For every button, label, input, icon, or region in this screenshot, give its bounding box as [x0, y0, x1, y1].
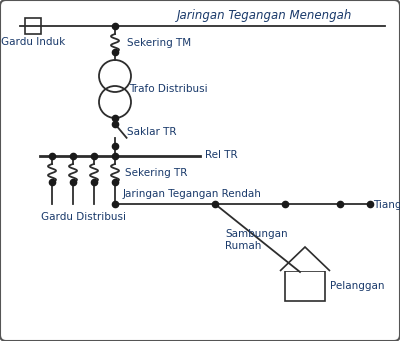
Bar — [25, 18, 41, 34]
Bar — [285, 271, 325, 301]
Text: Sambungan
Rumah: Sambungan Rumah — [225, 229, 288, 251]
Text: Sekering TR: Sekering TR — [125, 168, 187, 178]
Text: Tiang: Tiang — [373, 200, 400, 210]
Text: Saklar TR: Saklar TR — [127, 127, 176, 137]
Text: Rel TR: Rel TR — [205, 150, 238, 160]
Text: Gardu Induk: Gardu Induk — [1, 37, 65, 47]
Text: Sekering TM: Sekering TM — [127, 38, 191, 48]
Text: Gardu Distribusi: Gardu Distribusi — [41, 212, 126, 222]
Text: Jaringan Tegangan Menengah: Jaringan Tegangan Menengah — [177, 9, 353, 21]
Text: Trafo Distribusi: Trafo Distribusi — [129, 84, 208, 94]
Polygon shape — [280, 247, 330, 271]
Text: Pelanggan: Pelanggan — [330, 281, 384, 291]
Text: Jaringan Tegangan Rendah: Jaringan Tegangan Rendah — [123, 189, 262, 199]
